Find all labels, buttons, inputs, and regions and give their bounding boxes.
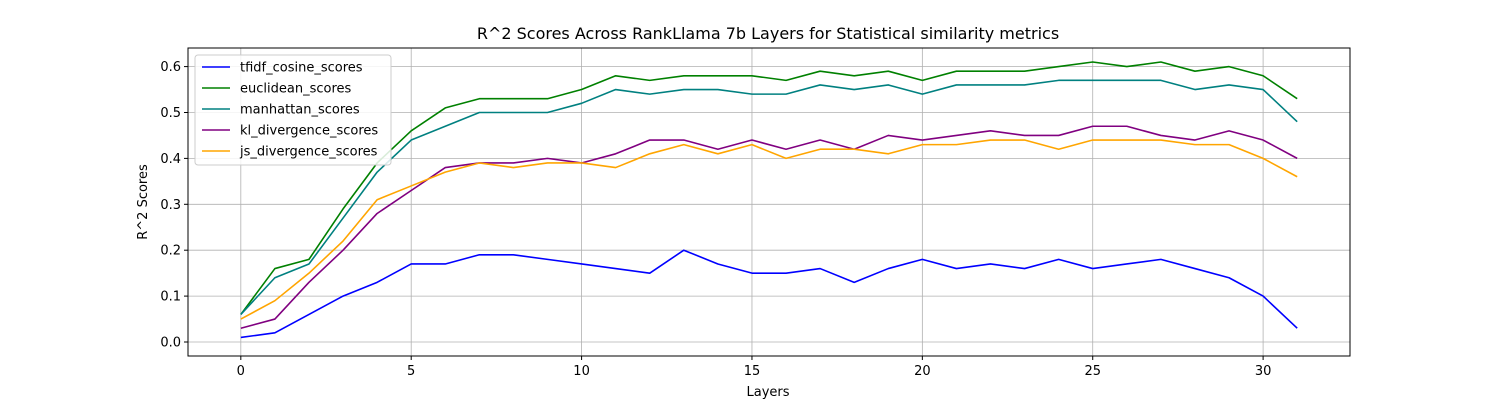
legend-box [194, 54, 392, 166]
series-line-tfidf-cosine-scores [240, 249, 1298, 339]
plot-area-frame [187, 47, 1351, 357]
series-line-euclidean-scores [240, 61, 1298, 315]
legend-entry-label: tfidf_cosine_scores [240, 61, 363, 76]
legend-entry-label: manhattan_scores [240, 103, 360, 118]
chart-title: R^2 Scores Across RankLlama 7b Layers fo… [477, 24, 1059, 43]
legend-entry-label: euclidean_scores [240, 82, 351, 97]
series-line-kl-divergence-scores [240, 125, 1298, 330]
x-tick-label: 25 [1084, 364, 1101, 379]
x-tick-label: 0 [237, 364, 245, 379]
y-tick-label: 0.5 [160, 106, 181, 121]
y-tick-label: 0.1 [160, 290, 181, 305]
y-tick-label: 0.4 [160, 152, 181, 167]
y-tick-label: 0.3 [160, 198, 181, 213]
y-tick-label: 0.6 [160, 60, 181, 75]
x-tick-label: 10 [573, 364, 590, 379]
y-axis-label: R^2 Scores [136, 164, 151, 240]
x-tick-label: 15 [744, 364, 761, 379]
x-axis-label: Layers [746, 385, 789, 400]
legend-entry-label: js_divergence_scores [239, 145, 378, 160]
x-tick-label: 30 [1255, 364, 1272, 379]
y-tick-label: 0.2 [160, 244, 181, 259]
legend-entry-label: kl_divergence_scores [240, 124, 378, 139]
x-tick-label: 5 [407, 364, 415, 379]
axis-ticks: 0 5 10 15 20 25 30 0.0 0.1 0.2 0.3 0.4 0.5 0.6 [160, 60, 1271, 379]
y-tick-label: 0.0 [160, 336, 181, 351]
series-lines [240, 61, 1298, 339]
x-tick-label: 20 [914, 364, 931, 379]
series-line-js-divergence-scores [240, 139, 1298, 320]
legend: tfidf_cosine_scores euclidean_scoresmanha… [194, 54, 392, 166]
series-line-manhattan-scores [240, 79, 1298, 316]
